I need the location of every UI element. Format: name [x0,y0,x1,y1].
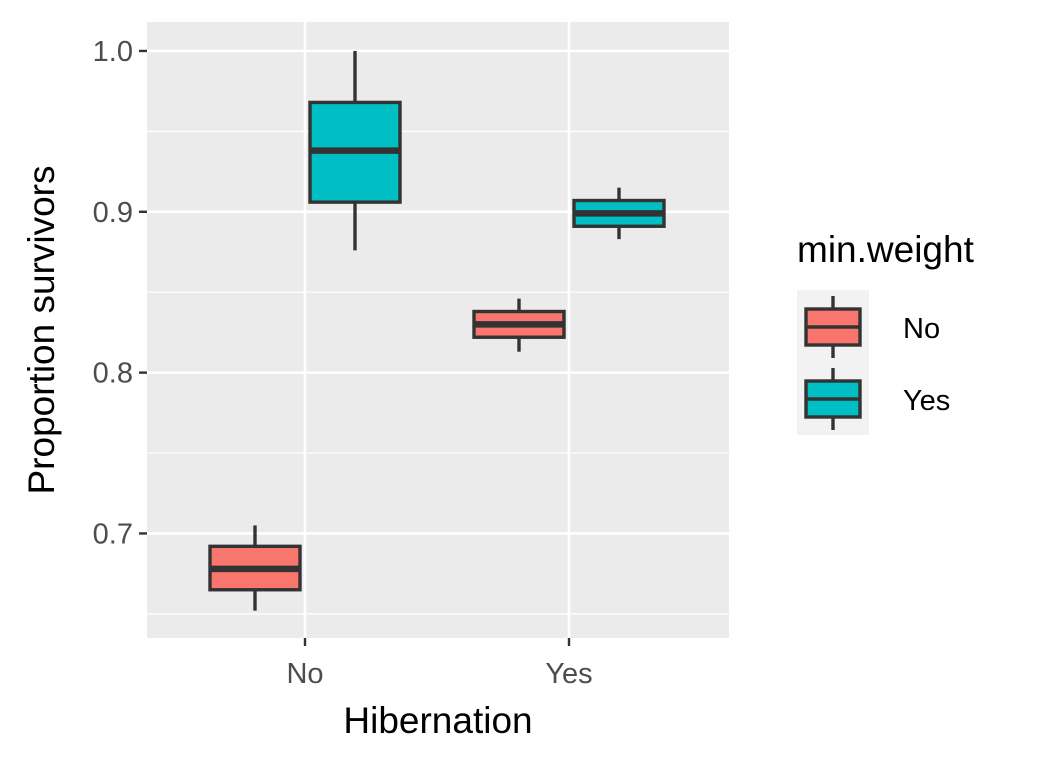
axis-layer: 0.7 0.8 0.9 1.0 No Yes [93,36,593,690]
y-tick-label-0: 0.7 [93,518,133,550]
y-tick-label-1: 0.8 [93,358,133,390]
x-tick-label-1: Yes [545,658,592,690]
legend-label-yes: Yes [903,385,950,417]
legend-title: min.weight [797,229,975,270]
legend-keys [804,296,862,430]
y-axis-title: Proportion survivors [21,165,62,494]
x-tick-label-0: No [286,658,323,690]
y-tick-label-3: 1.0 [93,36,133,68]
legend-label-no: No [903,313,940,345]
y-tick-label-2: 0.9 [93,197,133,229]
plot-panel [147,22,729,638]
legend: min.weight No Yes [797,229,975,435]
x-axis-title: Hibernation [343,700,532,741]
box-layer [208,50,666,611]
